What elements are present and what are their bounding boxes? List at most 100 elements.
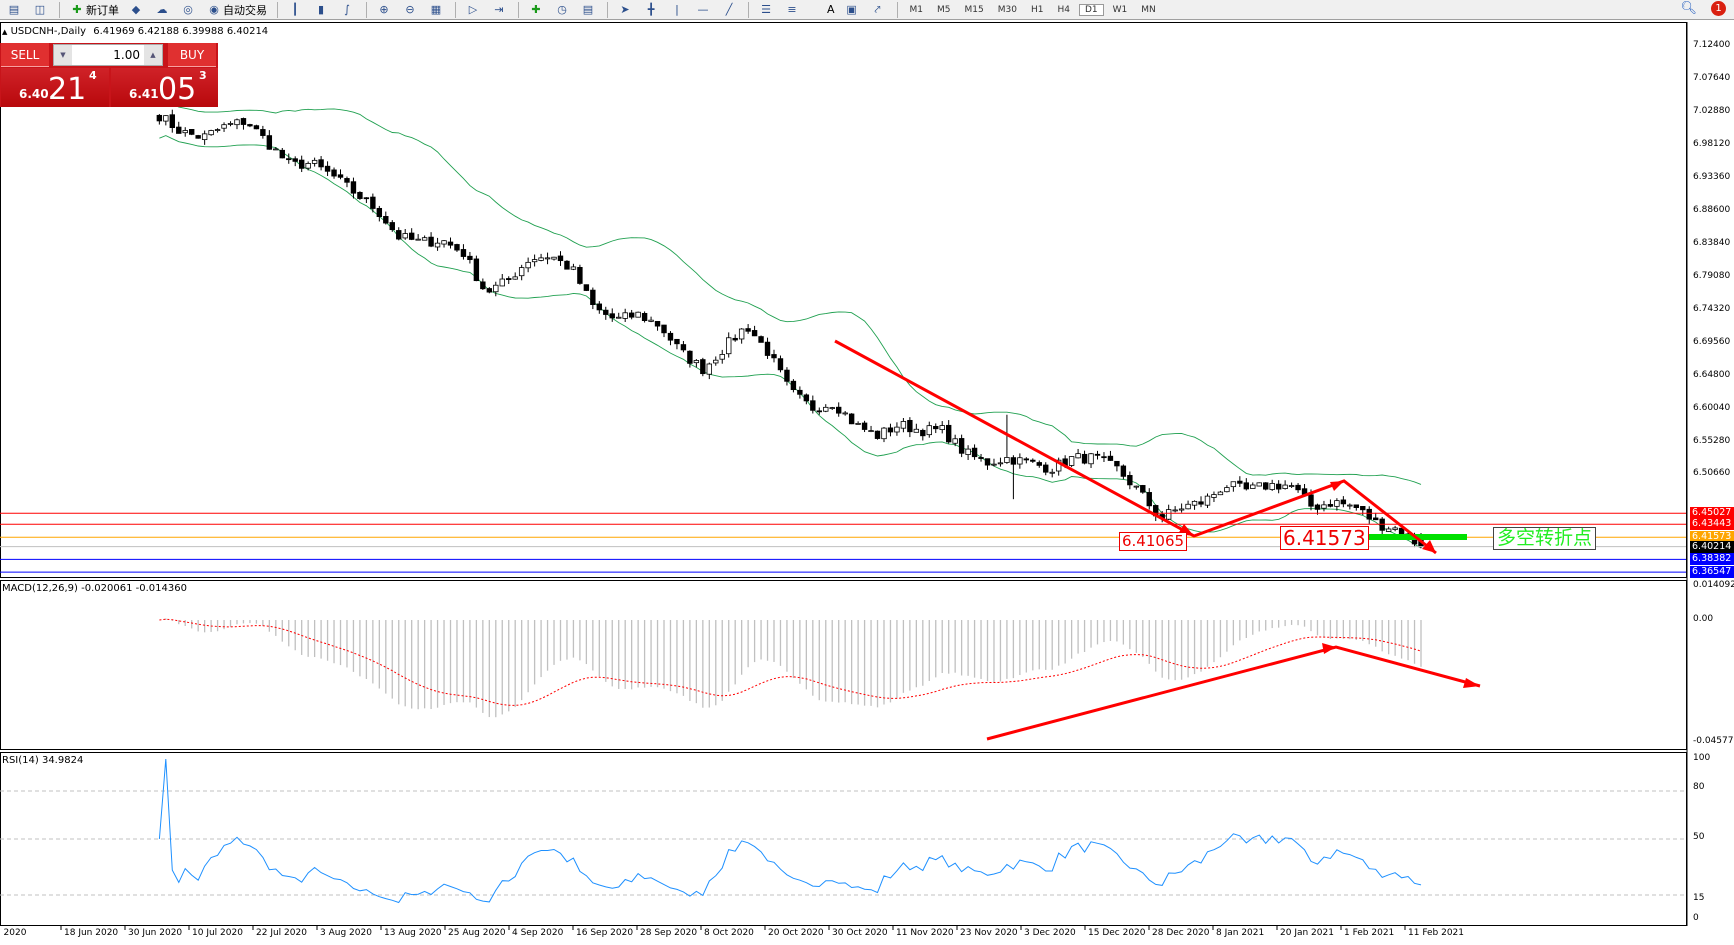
navigator-button[interactable]: ◫ (30, 1, 52, 19)
zoom-in-icon: ⊕ (379, 2, 389, 16)
candle (628, 312, 635, 318)
indicators-icon: ✚ (531, 2, 541, 16)
candle (480, 281, 486, 290)
vertical-line-button[interactable]: | (667, 1, 689, 19)
tile-windows-button[interactable]: ▦ (426, 1, 448, 19)
candle (286, 158, 292, 161)
candle (797, 389, 803, 395)
auto-trading-button[interactable]: ◉ 自动交易 (204, 1, 270, 19)
price-axis-label: 6.55280 (1693, 436, 1731, 447)
timeframe-mn[interactable]: MN (1141, 4, 1156, 15)
candle (958, 438, 965, 454)
candle (318, 159, 324, 168)
candle (654, 321, 661, 327)
cursor-button[interactable]: ➤ (615, 1, 637, 19)
notification-badge: 1 (1711, 1, 1726, 16)
new-order-button[interactable]: ✚ 新订单 (67, 1, 122, 19)
sell-quote[interactable]: 6.40 21 4 (1, 68, 109, 107)
buy-button[interactable]: BUY (168, 43, 216, 67)
fibonacci-button[interactable]: ≡ (782, 1, 804, 19)
timeframe-m15[interactable]: M15 (964, 4, 984, 15)
candle (713, 359, 719, 364)
candle (201, 133, 208, 141)
price-axis-label: 6.50660 (1693, 468, 1731, 479)
date-axis-label: 10 Jul 2020 (192, 928, 243, 938)
notifications-icon[interactable]: 1 (1711, 1, 1726, 16)
low-price-label[interactable]: 6.41065 (1119, 532, 1188, 551)
templates-button[interactable]: ▤ (578, 1, 600, 19)
text-button[interactable]: A (808, 1, 838, 19)
autoscroll-icon: ▷ (468, 2, 478, 16)
candle (363, 197, 370, 200)
timeframe-h1[interactable]: H1 (1030, 4, 1044, 15)
candle (1081, 453, 1088, 464)
pivot-price-label[interactable]: 6.41573 (1280, 526, 1369, 550)
candle (298, 159, 305, 169)
periods-clock-button[interactable]: ◷ (552, 1, 574, 19)
indicators-button[interactable]: ✚ (526, 1, 548, 19)
candle (874, 430, 881, 439)
autoscroll-button[interactable]: ▷ (463, 1, 485, 19)
sell-button[interactable]: SELL (1, 43, 49, 67)
crosshair-button[interactable]: ╋ (641, 1, 663, 19)
candle (234, 119, 240, 126)
price-level-tag: 6.43443 (1690, 518, 1734, 531)
line-chart-button[interactable]: ∫ (337, 1, 359, 19)
lot-input[interactable] (72, 48, 144, 62)
candle (1101, 456, 1107, 459)
candle (1373, 517, 1379, 521)
text-label-button[interactable]: ▣ (842, 1, 864, 19)
timeframe-w1[interactable]: W1 (1112, 4, 1128, 15)
candle (292, 158, 298, 162)
candle (1075, 453, 1081, 459)
metaeditor-button[interactable]: ◆ (126, 1, 148, 19)
candle (984, 458, 991, 466)
candle (1133, 485, 1140, 488)
timeframe-d1[interactable]: D1 (1078, 3, 1104, 16)
search-icon[interactable]: 🔍︎ (1680, 1, 1697, 16)
candle (603, 309, 609, 315)
lot-increase-icon[interactable]: ▲ (144, 45, 162, 65)
toolbar-separator (607, 1, 608, 18)
trendline-icon: ╱ (725, 2, 733, 16)
horizontal-line-button[interactable]: — (693, 1, 715, 19)
new-chart-button[interactable]: ▤ (4, 1, 26, 19)
price-level-tag: 6.41573 (1690, 531, 1734, 544)
timeframe-m1[interactable]: M1 (909, 4, 924, 15)
timeframe-m5[interactable]: M5 (937, 4, 951, 15)
price-axis-label: 7.02880 (1693, 106, 1731, 117)
signals-button[interactable]: ◎ (178, 1, 200, 19)
market-watch-button[interactable]: ☁ (152, 1, 174, 19)
timeframe-h4[interactable]: H4 (1057, 4, 1070, 15)
macd-pane-frame (0, 580, 1687, 750)
bar-chart-button[interactable]: ┃ (285, 1, 307, 19)
arrows-button[interactable]: ⤤ (868, 1, 890, 19)
rsi-line (158, 758, 1422, 904)
zoom-out-button[interactable]: ⊖ (400, 1, 422, 19)
candle (518, 267, 525, 277)
candle (1392, 527, 1398, 530)
lot-decrease-icon[interactable]: ▼ (54, 45, 72, 65)
one-click-trading-panel: SELL ▼ ▲ BUY 6.40 21 4 6.41 05 3 (0, 43, 218, 107)
chart-shift-button[interactable]: ⇥ (489, 1, 511, 19)
candle (163, 115, 169, 122)
candle (1178, 508, 1185, 511)
turning-point-label[interactable]: 多空转折点 (1493, 527, 1597, 550)
date-axis-label: 25 Aug 2020 (448, 928, 506, 938)
candlestick-button[interactable]: ▮ (311, 1, 333, 19)
candle (609, 313, 615, 319)
collapse-triangle-icon[interactable]: ▲ (2, 28, 8, 36)
candle (1107, 455, 1114, 461)
toolbar-label: A (827, 3, 835, 16)
zoom-in-button[interactable]: ⊕ (374, 1, 396, 19)
date-axis-label: 28 Dec 2020 (1152, 928, 1210, 938)
buy-quote[interactable]: 6.41 05 3 (111, 68, 218, 107)
date-axis-label: 8 Jan 2021 (1216, 928, 1265, 938)
timeframe-m30[interactable]: M30 (997, 4, 1017, 15)
trendline-button[interactable]: ╱ (719, 1, 741, 19)
candle (486, 288, 493, 293)
candle (784, 369, 790, 382)
bollinger-upper (159, 100, 1422, 485)
equidistant-channel-button[interactable]: ☰ (756, 1, 778, 19)
